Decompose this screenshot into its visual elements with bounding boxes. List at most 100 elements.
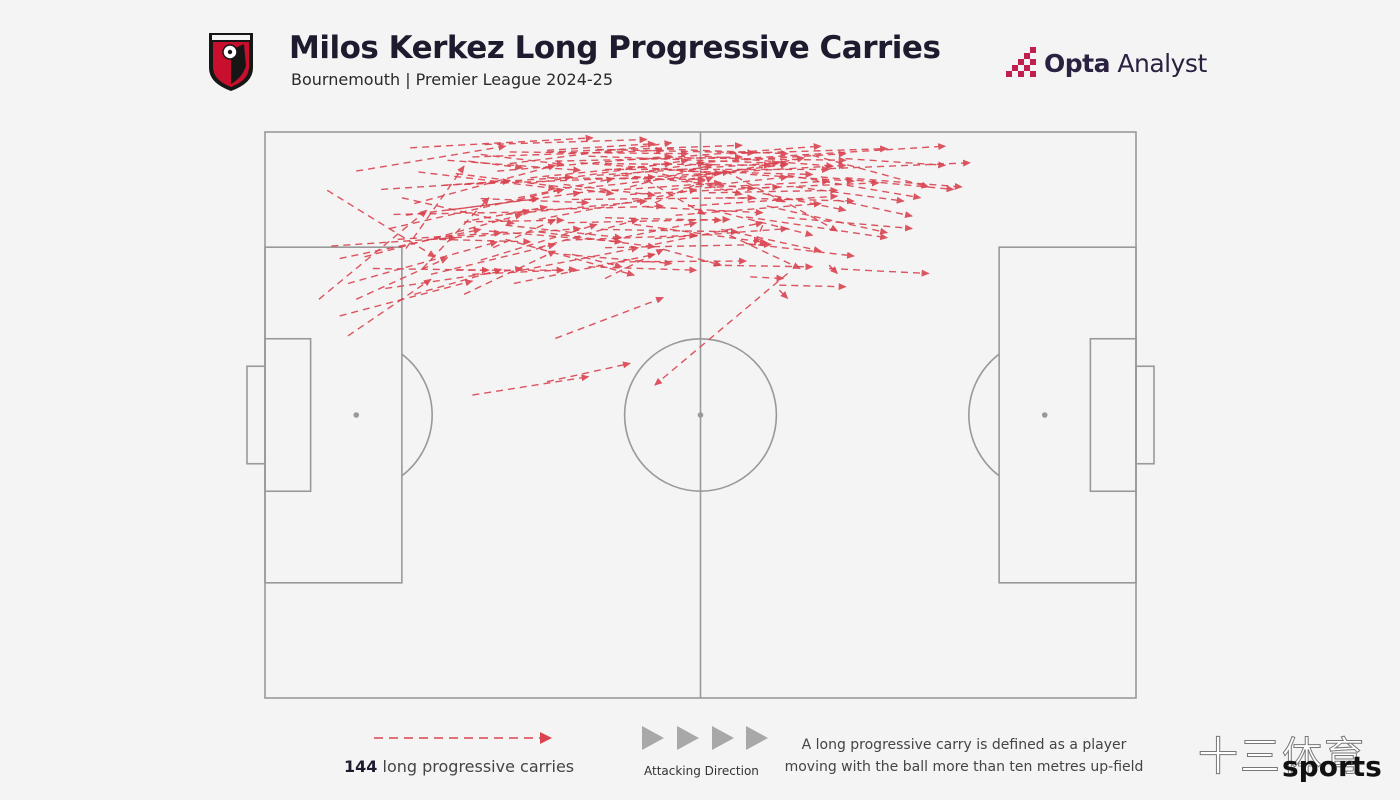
- carry-arrow: [418, 171, 557, 192]
- attacking-direction-arrows-icon: [642, 726, 768, 750]
- carry-arrow: [654, 147, 789, 157]
- carry-arrow: [683, 156, 847, 164]
- carry-arrow: [812, 154, 930, 189]
- attacking-direction-label: Attacking Direction: [644, 764, 759, 778]
- carry-arrow: [762, 192, 847, 213]
- carry-arrow: [339, 279, 474, 317]
- penalty-spot-left: [353, 412, 360, 418]
- carry-arrow: [712, 263, 814, 271]
- carry-arrow: [600, 228, 739, 236]
- carry-arrow: [634, 223, 768, 246]
- penalty-arc-right: [968, 353, 1000, 477]
- carry-arrow: [355, 257, 449, 300]
- carry-arrow: [571, 194, 756, 202]
- carry-arrow: [547, 175, 706, 183]
- carry-arrow: [447, 159, 582, 174]
- carry-arrow: [472, 374, 590, 396]
- carry-arrow: [505, 224, 623, 241]
- carry-arrow: [509, 140, 673, 165]
- carry-arrow: [704, 177, 831, 189]
- penalty-area-left: [264, 246, 403, 584]
- carry-arrow: [385, 266, 524, 290]
- carry-arrow: [484, 136, 648, 146]
- carry-arrow: [828, 264, 839, 275]
- carry-arrow: [654, 225, 789, 240]
- carry-arrow: [613, 160, 706, 177]
- carry-arrow: [778, 289, 789, 300]
- carry-arrow: [588, 266, 698, 274]
- carry-arrow: [439, 238, 532, 246]
- penalty-spot-right: [1041, 412, 1048, 418]
- carry-arrow: [688, 193, 839, 207]
- carry-arrow: [472, 266, 578, 276]
- carry-arrow: [389, 187, 565, 230]
- legend-arrow-sample: [374, 732, 552, 744]
- carry-arrow: [687, 155, 806, 181]
- carry-arrow: [430, 242, 557, 276]
- carry-arrow: [468, 160, 524, 171]
- carry-arrow: [381, 178, 511, 191]
- carry-arrow: [472, 147, 665, 158]
- carry-arrow: [725, 170, 785, 203]
- carry-arrow: [455, 172, 615, 197]
- carry-arrow: [393, 208, 532, 216]
- carry-arrow: [675, 200, 822, 216]
- carry-arrow: [326, 189, 436, 258]
- carry-arrow: [364, 212, 524, 258]
- carry-arrow: [571, 253, 623, 269]
- carry-arrow: [505, 238, 636, 277]
- carry-arrow: [464, 216, 565, 224]
- carry-arrow: [563, 231, 698, 241]
- carry-arrow: [447, 190, 582, 211]
- opta-analyst-logo: Opta Analyst: [1002, 44, 1207, 82]
- carry-arrow: [372, 266, 490, 274]
- carry-arrow: [410, 134, 594, 149]
- penalty-area-right: [998, 246, 1137, 584]
- centre-spot: [697, 412, 704, 418]
- carry-arrow: [401, 197, 515, 226]
- carry-arrow: [480, 197, 590, 206]
- watermark-cn: 十三体育: [1198, 734, 1366, 781]
- goal-area-left: [264, 337, 312, 493]
- chart-subtitle: Bournemouth | Premier League 2024-25: [291, 70, 614, 89]
- carry-arrow: [654, 272, 789, 386]
- carry-arrow: [331, 234, 457, 247]
- carry-arrow: [729, 234, 801, 270]
- carry-arrow: [318, 209, 428, 300]
- carry-arrow: [430, 225, 582, 241]
- carry-arrow: [480, 223, 598, 261]
- carry-arrow: [546, 361, 631, 383]
- carry-arrow: [605, 241, 773, 249]
- carry-arrow: [547, 142, 743, 153]
- carry-arrow: [766, 205, 889, 235]
- carry-arrow: [679, 170, 814, 178]
- carry-arrow: [753, 224, 764, 246]
- carry-arrow: [347, 240, 499, 285]
- carry-arrow: [650, 170, 743, 197]
- carry-arrow: [696, 161, 789, 176]
- carry-arrow: [721, 228, 822, 253]
- carry-arrow: [538, 187, 698, 221]
- carry-arrow: [787, 217, 914, 232]
- legend-count-text: 144 long progressive carries: [344, 757, 574, 776]
- legend-count-label: long progressive carries: [377, 757, 575, 776]
- carry-arrow: [787, 174, 922, 201]
- watermark-en: sports: [1282, 750, 1382, 783]
- carry-arrow: [555, 296, 665, 340]
- goal-area-right: [1089, 337, 1137, 493]
- centre-circle: [623, 338, 778, 492]
- brand-bold: Opta: [1044, 48, 1110, 78]
- carry-arrow: [347, 278, 432, 337]
- carry-arrow: [596, 159, 781, 176]
- chart-title: Milos Kerkez Long Progressive Carries: [289, 30, 941, 66]
- carry-arrow: [820, 176, 955, 193]
- carry-arrow: [654, 220, 764, 246]
- penalty-arc-left: [401, 353, 433, 477]
- carry-arrow: [492, 218, 557, 249]
- carry-arrow: [604, 248, 665, 280]
- carry-arrow: [605, 161, 773, 169]
- goal-left: [246, 365, 266, 465]
- carry-arrow: [779, 283, 847, 291]
- carry-arrow: [704, 155, 835, 170]
